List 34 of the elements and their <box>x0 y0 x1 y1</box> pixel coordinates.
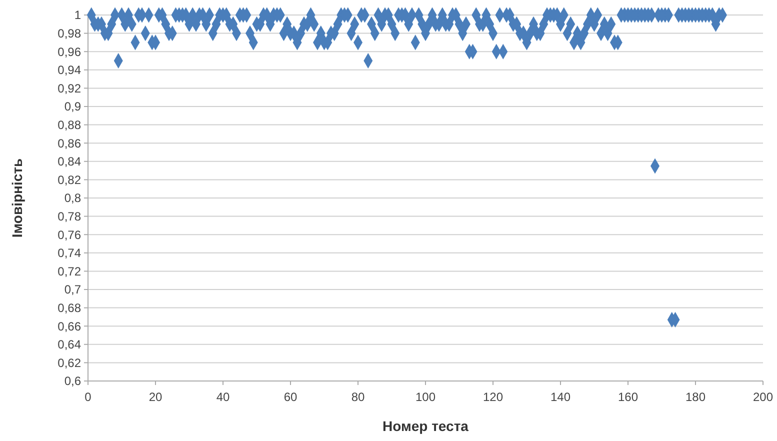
x-tick-label: 100 <box>415 390 436 404</box>
y-tick-label: 0,84 <box>58 154 82 169</box>
y-tick-label: 0,72 <box>58 264 82 278</box>
x-tick-label: 80 <box>351 390 365 404</box>
y-tick-label: 0,68 <box>58 301 82 315</box>
y-tick-label: 0,78 <box>58 210 82 224</box>
x-tick-label: 0 <box>84 390 92 404</box>
y-tick-label: 1 <box>74 8 82 22</box>
x-tick-label: 60 <box>284 390 298 404</box>
y-tick-label: 0,92 <box>58 81 82 96</box>
y-tick-label: 0,7 <box>64 282 82 297</box>
x-tick-label: 140 <box>550 390 571 404</box>
y-tick-label: 0,98 <box>58 26 82 40</box>
x-tick-label: 160 <box>618 390 638 404</box>
y-tick-label: 0,82 <box>58 172 82 187</box>
x-tick-label: 120 <box>482 390 504 404</box>
x-tick-label: 180 <box>685 390 706 404</box>
y-tick-label: 0,9 <box>64 100 82 114</box>
x-tick-label: 40 <box>216 390 230 404</box>
x-axis-title: Номер теста <box>382 418 469 434</box>
y-tick-label: 0,62 <box>58 356 82 370</box>
y-tick-label: 0,96 <box>58 44 82 59</box>
y-tick-label: 0,6 <box>64 374 82 388</box>
y-tick-label: 0,76 <box>58 228 82 242</box>
y-tick-label: 0,66 <box>58 319 82 334</box>
y-tick-label: 0,74 <box>58 246 82 260</box>
y-tick-label: 0,94 <box>58 63 82 78</box>
x-tick-label: 200 <box>752 390 774 404</box>
y-tick-label: 0,86 <box>58 136 82 150</box>
y-axis-title: Імовірність <box>9 158 25 238</box>
y-tick-label: 0,88 <box>58 118 82 132</box>
y-tick-label: 0,8 <box>64 191 82 206</box>
y-tick-label: 0,64 <box>58 338 82 352</box>
x-tick-label: 20 <box>148 390 162 404</box>
